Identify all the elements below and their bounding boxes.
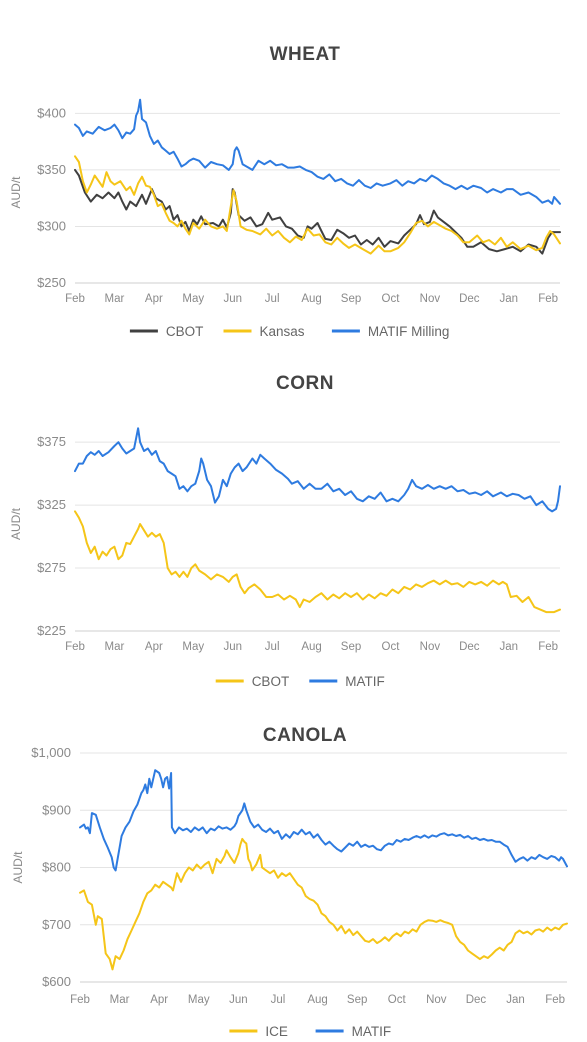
x-tick-label: Oct	[382, 641, 401, 653]
x-tick-label: Jun	[223, 641, 242, 653]
x-tick-label: Jan	[499, 293, 518, 305]
corn-chart-svg: CORN $225 $275 $325 $375 AUD/t Feb Mar Apr May Jun…	[9, 373, 561, 689]
x-tick-label: Jul	[265, 293, 280, 305]
x-tick-label: Jun	[229, 994, 248, 1006]
y-tick-label: $275	[37, 560, 66, 575]
legend: CBOT Kansas MATIF Milling	[129, 324, 450, 339]
x-tick-label: Dec	[459, 293, 480, 305]
legend-label: MATIF Milling	[368, 324, 450, 339]
x-tick-label: Dec	[459, 641, 480, 653]
y-tick-label: $225	[37, 623, 66, 638]
y-tick-label: $700	[42, 917, 71, 932]
x-tick-label: Oct	[382, 293, 401, 305]
x-tick-label: Jan	[506, 994, 525, 1006]
chart-title: CORN	[276, 373, 334, 394]
series-line-cbot	[74, 510, 561, 614]
x-tick-label: May	[182, 293, 204, 305]
x-tick-label: Aug	[301, 293, 321, 305]
y-tick-label: $900	[42, 802, 71, 817]
legend-label: ICE	[265, 1024, 288, 1039]
x-tick-label: Dec	[466, 994, 487, 1006]
x-tick-label: Feb	[65, 641, 85, 653]
series-line-matif	[79, 769, 568, 872]
legend-label: CBOT	[252, 674, 290, 689]
y-tick-label: $600	[42, 974, 71, 989]
y-axis-label: AUD/t	[11, 851, 25, 884]
wheat-chart: WHEAT $250 $300 $350 $400 AUD/t Feb Mar Apr May Ju…	[0, 0, 587, 345]
x-tick-label: Apr	[145, 293, 163, 305]
y-axis-label: AUD/t	[9, 507, 23, 540]
x-tick-label: Feb	[538, 293, 558, 305]
legend-label: MATIF	[352, 1024, 392, 1039]
x-tick-label: Jul	[271, 994, 286, 1006]
x-tick-label: Sep	[341, 293, 361, 305]
y-tick-label: $350	[37, 162, 66, 177]
series-line-matif	[74, 427, 561, 513]
series-line-ice	[79, 837, 568, 971]
y-tick-label: $1,000	[31, 745, 71, 760]
x-tick-label: May	[188, 994, 210, 1006]
legend: CBOT MATIF	[215, 674, 385, 689]
series-line-kansas	[74, 155, 561, 255]
y-tick-label: $250	[37, 275, 66, 290]
wheat-chart-svg: WHEAT $250 $300 $350 $400 AUD/t Feb Mar Apr May Ju…	[9, 44, 561, 339]
canola-chart-svg: CANOLA $600 $700 $800 $900 $1,000 AUD/t Feb Mar A…	[11, 725, 568, 1039]
series-line-matif-milling	[74, 98, 561, 205]
corn-chart: CORN $225 $275 $325 $375 AUD/t Feb Mar Apr May Jun…	[0, 345, 587, 705]
x-tick-label: Feb	[545, 994, 565, 1006]
x-tick-label: Feb	[65, 293, 85, 305]
legend-label: MATIF	[345, 674, 385, 689]
canola-chart: CANOLA $600 $700 $800 $900 $1,000 AUD/t Feb Mar A…	[0, 705, 587, 1042]
x-tick-label: Mar	[105, 641, 125, 653]
y-tick-label: $300	[37, 218, 66, 233]
x-tick-label: Apr	[150, 994, 168, 1006]
y-tick-label: $400	[37, 105, 66, 120]
x-tick-label: Sep	[347, 994, 367, 1006]
chart-title: CANOLA	[263, 725, 347, 746]
x-tick-label: Aug	[301, 641, 321, 653]
x-tick-label: Jan	[499, 641, 518, 653]
x-tick-label: Oct	[388, 994, 407, 1006]
y-tick-label: $375	[37, 434, 66, 449]
legend-label: Kansas	[260, 324, 305, 339]
x-tick-label: Jul	[265, 641, 280, 653]
x-tick-label: Mar	[110, 994, 130, 1006]
x-tick-label: Aug	[307, 994, 327, 1006]
x-tick-label: Mar	[105, 293, 125, 305]
x-tick-label: Feb	[70, 994, 90, 1006]
x-tick-label: Nov	[420, 293, 441, 305]
x-tick-label: Jun	[223, 293, 242, 305]
y-tick-label: $325	[37, 497, 66, 512]
chart-title: WHEAT	[270, 44, 341, 65]
legend: ICE MATIF	[229, 1024, 391, 1039]
legend-label: CBOT	[166, 324, 204, 339]
x-tick-label: Feb	[538, 641, 558, 653]
x-tick-label: Sep	[341, 641, 361, 653]
x-tick-label: Apr	[145, 641, 163, 653]
x-tick-label: May	[182, 641, 204, 653]
y-axis-label: AUD/t	[9, 176, 23, 209]
x-tick-label: Nov	[426, 994, 447, 1006]
x-tick-label: Nov	[420, 641, 441, 653]
y-tick-label: $800	[42, 860, 71, 875]
